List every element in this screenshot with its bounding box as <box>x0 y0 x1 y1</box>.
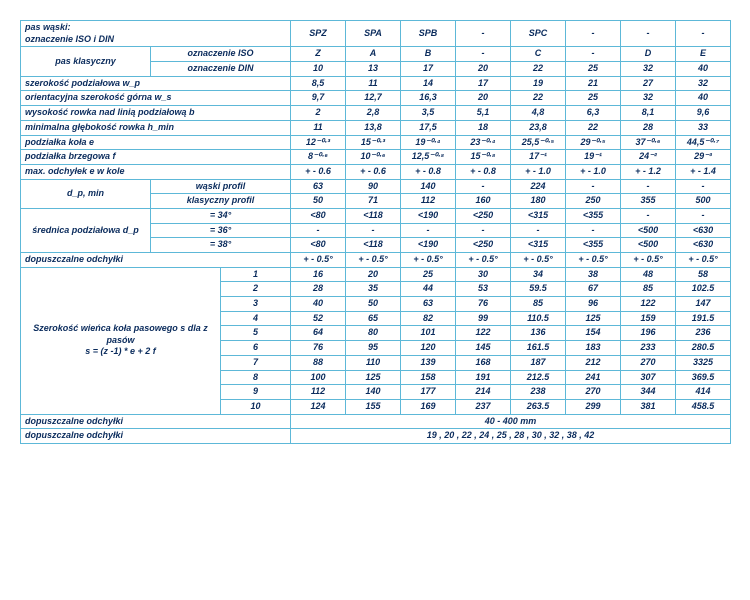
row-1: orientacyjna szerokość górna w_s <box>21 91 291 106</box>
hdr-iso: oznaczenie ISO <box>151 47 291 62</box>
col-spb: SPB <box>401 21 456 47</box>
row-5: podziałka brzegowa f <box>21 150 291 165</box>
hdr-din: oznaczenie DIN <box>151 62 291 77</box>
col-dash1: - <box>456 21 511 47</box>
row-4: podziałka koła e <box>21 135 291 150</box>
row-3: minimalna głębokość rowka h_min <box>21 120 291 135</box>
row-dpmin-klas: klasyczny profil <box>151 194 291 209</box>
row-6: max. odchyłek e w kole <box>21 164 291 179</box>
hdr-narrow-belt: pas wąski:oznaczenie ISO i DIN <box>21 21 291 47</box>
belt-groove-table: pas wąski:oznaczenie ISO i DIN SPZ SPA S… <box>20 20 730 444</box>
col-dash4: - <box>676 21 731 47</box>
hdr-classic-belt: pas klasyczny <box>21 47 151 76</box>
col-dash2: - <box>566 21 621 47</box>
row-dop2-val: 40 - 400 mm <box>291 414 731 429</box>
row-dpmin: d_p, min <box>21 179 151 208</box>
col-spa: SPA <box>346 21 401 47</box>
row-dop3: dopuszczalne odchyłki <box>21 429 291 444</box>
row-wieniec: Szerokość wieńca koła pasowego s dla z p… <box>21 267 221 414</box>
row-dop3-val: 19 , 20 , 22 , 24 , 25 , 28 , 30 , 32 , … <box>291 429 731 444</box>
col-dash3: - <box>621 21 676 47</box>
row-dpmin-waski: wąski profil <box>151 179 291 194</box>
col-spz: SPZ <box>291 21 346 47</box>
specs-table: pas wąski:oznaczenie ISO i DIN SPZ SPA S… <box>20 20 731 444</box>
row-dop1: dopuszczalne odchyłki <box>21 253 291 268</box>
col-spc: SPC <box>511 21 566 47</box>
row-dop2: dopuszczalne odchyłki <box>21 414 291 429</box>
row-srednica: średnica podziałowa d_p <box>21 208 151 252</box>
row-2: wysokość rowka nad linią podziałową b <box>21 106 291 121</box>
row-0: szerokość podziałowa w_p <box>21 76 291 91</box>
